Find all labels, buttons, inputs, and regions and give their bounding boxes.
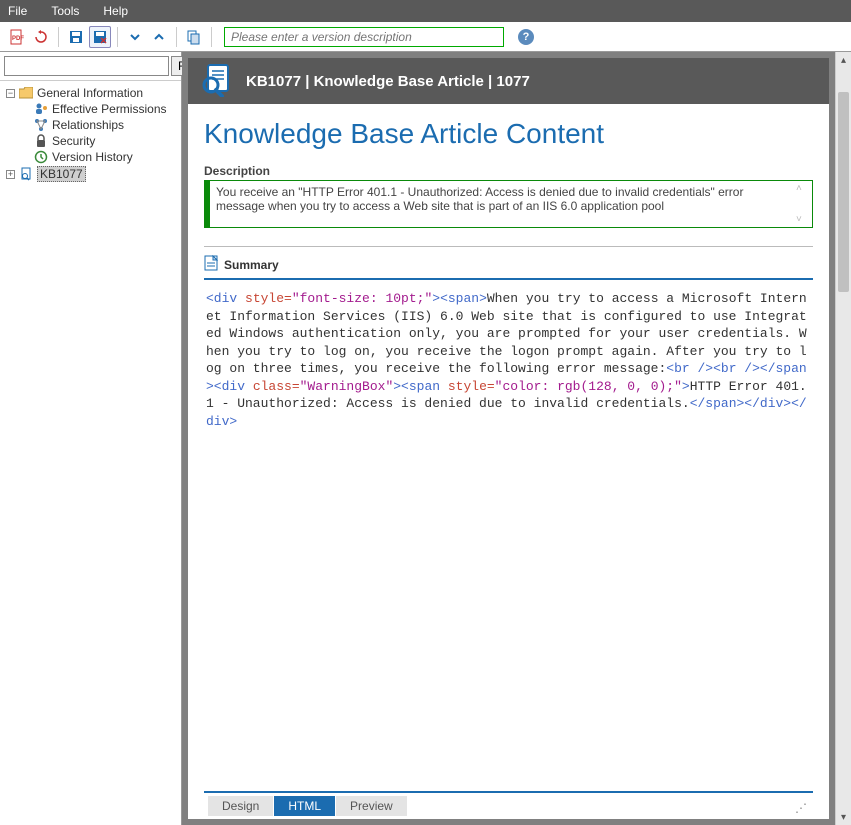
summary-header: Summary	[204, 253, 813, 280]
tree-item[interactable]: Effective Permissions	[2, 101, 179, 117]
tree-item[interactable]: Version History	[2, 149, 179, 165]
scroll-up-icon[interactable]: ▴	[836, 52, 851, 68]
tree-label: General Information	[37, 86, 143, 100]
menu-file[interactable]: File	[8, 4, 27, 18]
search-row: Find	[0, 52, 181, 81]
lock-icon	[34, 134, 48, 148]
history-icon	[34, 150, 48, 164]
description-label: Description	[204, 164, 813, 178]
expand-icon[interactable]	[124, 26, 146, 48]
refresh-icon[interactable]	[30, 26, 52, 48]
tab-preview[interactable]: Preview	[336, 796, 407, 816]
header-title: KB1077 | Knowledge Base Article | 1077	[246, 73, 530, 90]
scroll-thumb[interactable]	[838, 92, 849, 292]
page-title: Knowledge Base Article Content	[204, 118, 813, 150]
resize-grip-icon[interactable]: ⋰	[795, 801, 807, 815]
folder-icon	[19, 86, 33, 100]
content-area: KB1077 | Knowledge Base Article | 1077 K…	[182, 52, 851, 825]
svg-text:PDF: PDF	[12, 36, 24, 42]
tree-item[interactable]: Relationships	[2, 117, 179, 133]
doc-icon	[204, 255, 218, 274]
vertical-scrollbar[interactable]: ▴ ▾	[835, 52, 851, 825]
scroll-down-icon[interactable]: ˅	[796, 214, 810, 225]
plus-icon[interactable]: +	[6, 170, 15, 179]
permissions-icon	[34, 102, 48, 116]
menu-bar: File Tools Help	[0, 0, 851, 22]
description-textarea[interactable]: You receive an "HTTP Error 401.1 - Unaut…	[204, 180, 813, 228]
pdf-icon[interactable]: PDF	[6, 26, 28, 48]
editor-tabs: Design HTML Preview ⋰	[204, 791, 813, 819]
version-description-input[interactable]	[224, 27, 504, 47]
tree-label: KB1077	[37, 166, 86, 182]
help-icon[interactable]: ?	[518, 29, 534, 45]
collapse-icon[interactable]	[148, 26, 170, 48]
save-icon[interactable]	[65, 26, 87, 48]
minus-icon[interactable]: −	[6, 89, 15, 98]
divider	[204, 246, 813, 247]
tree-label: Relationships	[52, 118, 124, 132]
scrollbar[interactable]: ˄˅	[796, 183, 810, 225]
content-header: KB1077 | Knowledge Base Article | 1077	[188, 58, 829, 104]
nav-tree: − General Information Effective Permissi…	[0, 81, 181, 187]
toolbar: PDF ?	[0, 22, 851, 52]
relationships-icon	[34, 118, 48, 132]
html-source-editor[interactable]: <div style="font-size: 10pt;"><span>When…	[204, 280, 813, 791]
separator	[176, 27, 177, 47]
separator	[117, 27, 118, 47]
menu-help[interactable]: Help	[103, 4, 128, 18]
scroll-down-icon[interactable]: ▾	[836, 809, 851, 825]
search-input[interactable]	[4, 56, 169, 76]
tree-item[interactable]: Security	[2, 133, 179, 149]
tree-root[interactable]: − General Information	[2, 85, 179, 101]
description-text: You receive an "HTTP Error 401.1 - Unaut…	[216, 185, 743, 213]
separator	[211, 27, 212, 47]
scroll-up-icon[interactable]: ˄	[796, 183, 810, 194]
tab-design[interactable]: Design	[208, 796, 273, 816]
sidebar: Find − General Information Effective Per…	[0, 52, 182, 825]
search-doc-icon	[19, 167, 33, 181]
tree-label: Version History	[52, 150, 133, 164]
separator	[58, 27, 59, 47]
tab-html[interactable]: HTML	[274, 796, 335, 816]
menu-tools[interactable]: Tools	[51, 4, 79, 18]
copy-icon[interactable]	[183, 26, 205, 48]
tree-label: Security	[52, 134, 95, 148]
tree-label: Effective Permissions	[52, 102, 167, 116]
kb-doc-icon	[200, 63, 234, 100]
summary-label: Summary	[224, 258, 279, 272]
tree-selected[interactable]: + KB1077	[2, 165, 179, 183]
save-close-icon[interactable]	[89, 26, 111, 48]
